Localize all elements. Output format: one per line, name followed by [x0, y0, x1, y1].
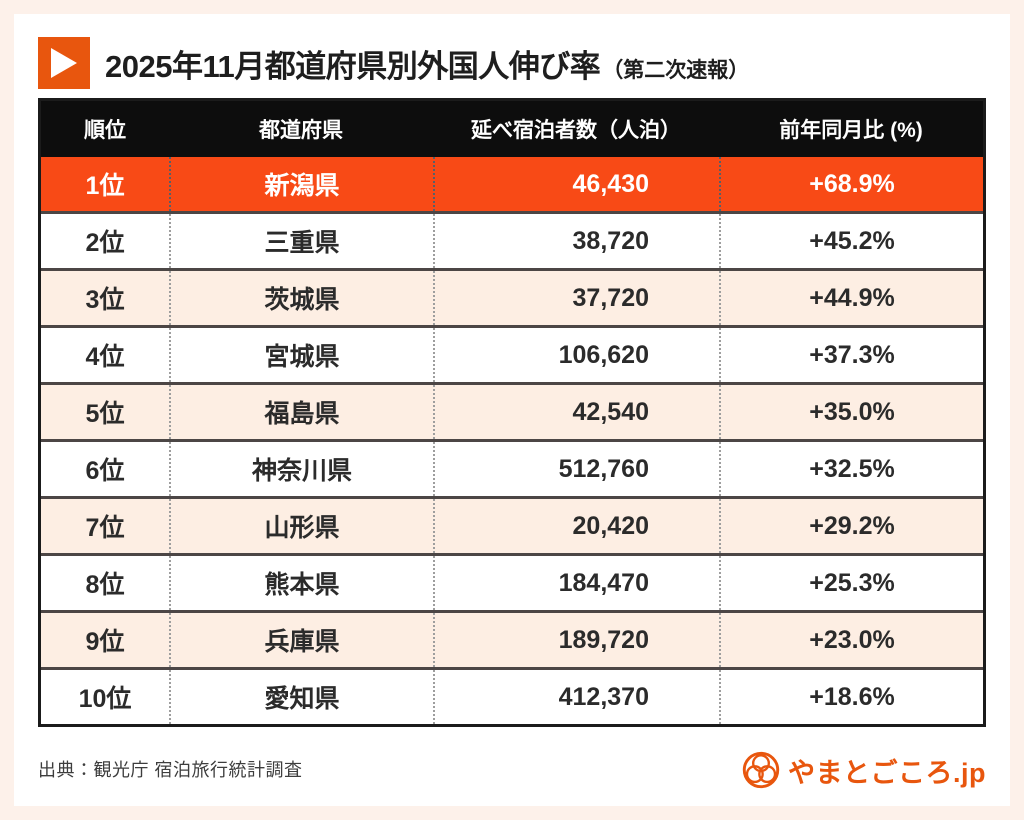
yoy-cell: +37.3%: [719, 328, 983, 382]
page-title-sub: （第二次速報）: [602, 58, 750, 82]
stays-cell: 42,540: [433, 385, 719, 439]
table-row: 5位 福島県 42,540 +35.0%: [41, 382, 983, 439]
table-body: 1位 新潟県 46,430 +68.9% 2位 三重県 38,720 +45.2…: [41, 157, 983, 724]
table-row: 9位 兵庫県 189,720 +23.0%: [41, 610, 983, 667]
stays-cell: 38,720: [433, 214, 719, 268]
content-card: 2025年11月都道府県別外国人伸び率 （第二次速報） 順位 都道府県 延べ宿泊…: [14, 14, 1010, 806]
rank-cell: 7位: [85, 514, 125, 542]
yoy-cell: +35.0%: [719, 385, 983, 439]
rank-cell: 4位: [85, 343, 125, 371]
column-header-prefecture: 都道府県: [259, 119, 343, 142]
stays-cell: 106,620: [433, 328, 719, 382]
yoy-cell: +45.2%: [719, 214, 983, 268]
yoy-cell: +29.2%: [719, 499, 983, 553]
stays-cell: 189,720: [433, 613, 719, 667]
prefecture-cell: 熊本県: [169, 556, 433, 610]
rank-cell: 2位: [85, 229, 125, 257]
rank-cell: 6位: [85, 457, 125, 485]
prefecture-cell: 三重県: [169, 214, 433, 268]
page-title: 2025年11月都道府県別外国人伸び率 （第二次速報）: [105, 41, 749, 86]
table-row: 10位 愛知県 412,370 +18.6%: [41, 667, 983, 724]
prefecture-cell: 宮城県: [169, 328, 433, 382]
play-triangle-icon: [51, 48, 77, 78]
table-row: 6位 神奈川県 512,760 +32.5%: [41, 439, 983, 496]
page-title-main: 2025年11月都道府県別外国人伸び率: [105, 48, 601, 84]
prefecture-cell: 茨城県: [169, 271, 433, 325]
table-row: 3位 茨城県 37,720 +44.9%: [41, 268, 983, 325]
prefecture-cell: 神奈川県: [169, 442, 433, 496]
table-row: 7位 山形県 20,420 +29.2%: [41, 496, 983, 553]
prefecture-cell: 福島県: [169, 385, 433, 439]
table-header-row: 順位 都道府県 延べ宿泊者数（人泊） 前年同月比 (%): [41, 101, 983, 157]
brand-logo-text: やまとごころ.jp: [788, 757, 986, 788]
rank-cell: 9位: [85, 628, 125, 656]
brand-emblem-icon: [742, 751, 780, 789]
yoy-cell: +44.9%: [719, 271, 983, 325]
prefecture-cell: 兵庫県: [169, 613, 433, 667]
prefecture-cell: 新潟県: [169, 157, 433, 211]
table-row: 4位 宮城県 106,620 +37.3%: [41, 325, 983, 382]
page-header: 2025年11月都道府県別外国人伸び率 （第二次速報）: [38, 36, 749, 90]
column-header-stays: 延べ宿泊者数（人泊）: [471, 119, 681, 142]
source-note: 出典：観光庁 宿泊旅行統計調査: [38, 760, 303, 780]
rank-cell: 3位: [85, 286, 125, 314]
yoy-cell: +18.6%: [719, 670, 983, 724]
table-row: 1位 新潟県 46,430 +68.9%: [41, 157, 983, 211]
brand-logo: やまとごころ.jp: [741, 750, 986, 790]
yoy-cell: +68.9%: [719, 157, 983, 211]
prefecture-cell: 山形県: [169, 499, 433, 553]
stays-cell: 20,420: [433, 499, 719, 553]
yoy-cell: +23.0%: [719, 613, 983, 667]
column-header-rank: 順位: [84, 119, 126, 142]
column-header-yoy: 前年同月比 (%): [779, 119, 923, 142]
rank-cell: 5位: [85, 400, 125, 428]
rank-cell: 10位: [78, 685, 132, 713]
stays-cell: 37,720: [433, 271, 719, 325]
table-row: 2位 三重県 38,720 +45.2%: [41, 211, 983, 268]
table-row: 8位 熊本県 184,470 +25.3%: [41, 553, 983, 610]
stays-cell: 412,370: [433, 670, 719, 724]
prefecture-cell: 愛知県: [169, 670, 433, 724]
stays-cell: 184,470: [433, 556, 719, 610]
ranking-table: 順位 都道府県 延べ宿泊者数（人泊） 前年同月比 (%) 1位 新潟県 46,4…: [38, 98, 986, 727]
stays-cell: 512,760: [433, 442, 719, 496]
yoy-cell: +32.5%: [719, 442, 983, 496]
stays-cell: 46,430: [433, 157, 719, 211]
yoy-cell: +25.3%: [719, 556, 983, 610]
rank-cell: 8位: [85, 571, 125, 599]
play-icon: [38, 37, 90, 89]
rank-cell: 1位: [85, 172, 125, 200]
